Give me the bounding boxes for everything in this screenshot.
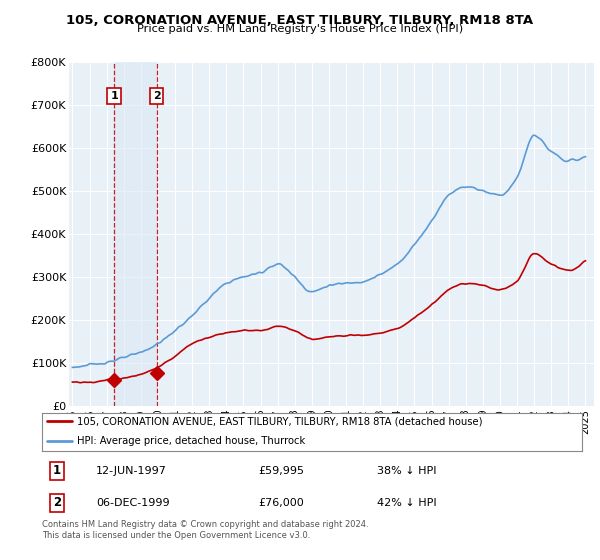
Text: HPI: Average price, detached house, Thurrock: HPI: Average price, detached house, Thur… [77,436,305,446]
Text: 12-JUN-1997: 12-JUN-1997 [96,466,167,476]
Text: 2: 2 [152,91,160,101]
Text: 06-DEC-1999: 06-DEC-1999 [96,498,170,508]
Text: £59,995: £59,995 [258,466,304,476]
Text: 1: 1 [110,91,118,101]
Text: £76,000: £76,000 [258,498,304,508]
Text: 38% ↓ HPI: 38% ↓ HPI [377,466,436,476]
Text: 42% ↓ HPI: 42% ↓ HPI [377,498,436,508]
Text: Contains HM Land Registry data © Crown copyright and database right 2024.
This d: Contains HM Land Registry data © Crown c… [42,520,368,540]
Text: 1: 1 [53,464,61,478]
Text: 105, CORONATION AVENUE, EAST TILBURY, TILBURY, RM18 8TA: 105, CORONATION AVENUE, EAST TILBURY, TI… [67,14,533,27]
Text: 2: 2 [53,496,61,510]
Bar [114,62,157,406]
Text: 105, CORONATION AVENUE, EAST TILBURY, TILBURY, RM18 8TA (detached house): 105, CORONATION AVENUE, EAST TILBURY, TI… [77,416,482,426]
Text: Price paid vs. HM Land Registry's House Price Index (HPI): Price paid vs. HM Land Registry's House … [137,24,463,34]
